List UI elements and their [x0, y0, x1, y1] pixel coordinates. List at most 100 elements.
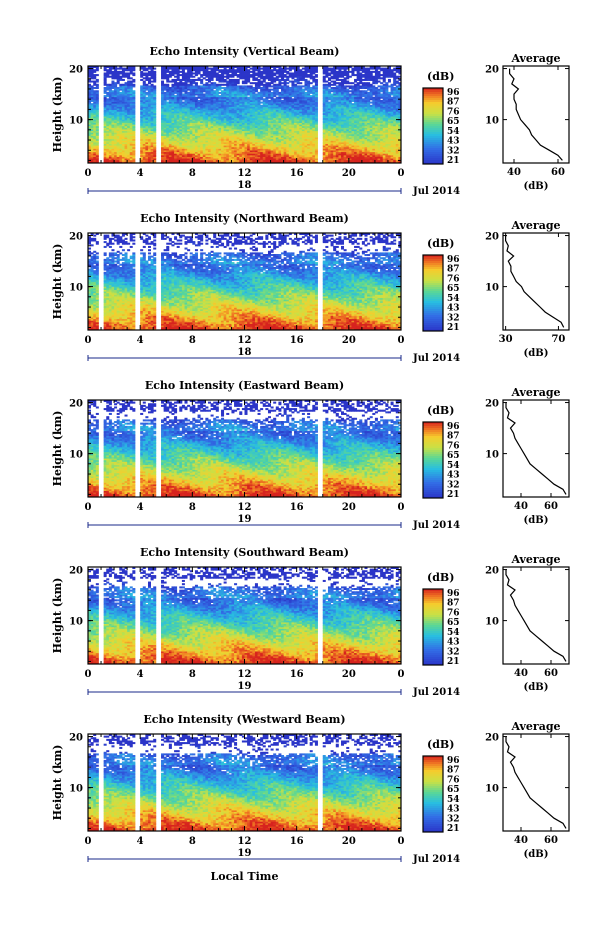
heatmap-cell	[270, 148, 274, 151]
heatmap-cell	[218, 124, 222, 127]
heatmap-cell	[202, 159, 206, 162]
heatmap-cell	[330, 143, 334, 146]
heatmap-cell	[247, 135, 251, 138]
heatmap-cell	[114, 140, 118, 143]
heatmap-cell	[145, 130, 149, 133]
heatmap-cell	[241, 138, 245, 141]
heatmap-cell	[228, 161, 232, 164]
heatmap-cell	[307, 135, 311, 138]
heatmap-cell	[192, 143, 196, 146]
heatmap-cell	[283, 133, 287, 136]
heatmap-cell	[192, 158, 196, 161]
heatmap-cell	[147, 137, 151, 140]
heatmap-cell	[312, 153, 316, 156]
heatmap-cell	[226, 148, 230, 151]
heatmap-cell	[377, 148, 381, 151]
heatmap-cell	[106, 143, 110, 146]
heatmap-cell	[181, 146, 185, 149]
heatmap-cell	[103, 143, 107, 146]
heatmap-cell	[145, 145, 149, 148]
heatmap-cell	[299, 130, 303, 133]
heatmap-cell	[304, 151, 308, 154]
heatmap-cell	[275, 151, 279, 154]
heatmap-cell	[218, 146, 222, 149]
heatmap-cell	[322, 151, 326, 154]
heatmap-cell	[124, 148, 128, 151]
heatmap-cell	[359, 151, 363, 154]
heatmap-cell	[385, 161, 389, 164]
heatmap-cell	[150, 145, 154, 148]
heatmap-cell	[124, 129, 128, 132]
heatmap-cell	[333, 141, 337, 144]
heatmap-cell	[127, 138, 131, 141]
heatmap-cell	[241, 159, 245, 162]
heatmap-cell	[267, 143, 271, 146]
heatmap-cell	[393, 130, 397, 133]
heatmap-cell	[249, 132, 253, 135]
heatmap-cell	[338, 159, 342, 162]
heatmap-cell	[114, 143, 118, 146]
heatmap-cell	[181, 93, 185, 96]
heatmap-cell	[380, 153, 384, 156]
heatmap-cell	[304, 140, 308, 143]
heatmap-cell	[385, 158, 389, 161]
heatmap-cell	[142, 161, 146, 164]
heatmap-cell	[341, 158, 345, 161]
heatmap-cell	[327, 150, 331, 153]
heatmap-cell	[288, 127, 292, 130]
heatmap-cell	[372, 133, 376, 136]
heatmap-cell	[181, 127, 185, 130]
heatmap-cell	[294, 154, 298, 157]
heatmap-cell	[307, 138, 311, 141]
heatmap-cell	[166, 150, 170, 153]
heatmap-cell	[314, 141, 318, 144]
heatmap-cell	[140, 156, 144, 159]
heatmap-cell	[234, 138, 238, 141]
heatmap-cell	[398, 133, 402, 136]
heatmap-cell	[304, 143, 308, 146]
heatmap-cell	[372, 159, 376, 162]
heatmap-cell	[322, 137, 326, 140]
heatmap-cell	[150, 132, 154, 135]
heatmap-cell	[307, 140, 311, 143]
heatmap-cell	[236, 141, 240, 144]
heatmap-cell	[132, 141, 136, 144]
heatmap-cell	[338, 158, 342, 161]
heatmap-cell	[304, 148, 308, 151]
heatmap-cell	[333, 127, 337, 130]
heatmap-cell	[215, 141, 219, 144]
heatmap-cell	[312, 133, 316, 136]
heatmap-cell	[176, 140, 180, 143]
heatmap-cell	[181, 143, 185, 146]
heatmap-cell	[166, 125, 170, 128]
heatmap-cell	[296, 156, 300, 159]
heatmap-cell	[312, 132, 316, 135]
heatmap-cell	[364, 137, 368, 140]
heatmap-cell	[181, 158, 185, 161]
heatmap-cell	[325, 127, 329, 130]
heatmap-cell	[207, 133, 211, 136]
heatmap-cell	[121, 127, 125, 130]
heatmap-cell	[95, 135, 99, 138]
heatmap-cell	[147, 133, 151, 136]
heatmap-cell	[119, 158, 123, 161]
heatmap-cell	[343, 146, 347, 149]
heatmap-cell	[111, 159, 115, 162]
heatmap-cell	[140, 133, 144, 136]
heatmap-cell	[291, 141, 295, 144]
heatmap-cell	[361, 151, 365, 154]
heatmap-cell	[380, 159, 384, 162]
heatmap-cell	[327, 146, 331, 149]
heatmap-cell	[132, 146, 136, 149]
heatmap-cell	[374, 161, 378, 164]
heatmap-cell	[228, 150, 232, 153]
heatmap-cell	[168, 133, 172, 136]
heatmap-cell	[221, 124, 225, 127]
heatmap-cell	[174, 138, 178, 141]
heatmap-cell	[197, 151, 201, 154]
heatmap-cell	[307, 156, 311, 159]
heatmap-cell	[291, 138, 295, 141]
heatmap-cell	[221, 133, 225, 136]
heatmap-cell	[249, 161, 253, 164]
heatmap-cell	[106, 138, 110, 141]
